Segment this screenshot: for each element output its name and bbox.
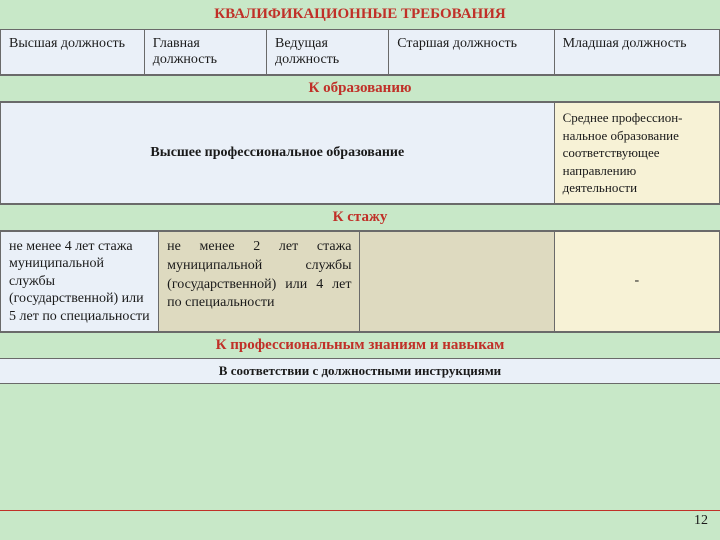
section-education: К образованию [0,75,720,102]
footer-rule: 12 [0,510,720,534]
header-col-1: Высшая должность [1,30,145,75]
education-row-table: Высшее профессиональное образование Сред… [0,102,720,204]
page-number: 12 [694,513,708,529]
header-col-3: Ведущая должность [267,30,389,75]
header-row-table: Высшая должность Главная должность Ведущ… [0,29,720,75]
education-merged: Высшее профессиональное образование [1,103,555,204]
section-prof: К профессиональным знаниям и навыкам [0,332,720,359]
header-col-5: Младшая должность [554,30,719,75]
education-col-5: Среднее профессион-нальное образование с… [554,103,719,204]
stazh-col-1: не менее 4 лет стажа муниципальной служб… [1,231,159,332]
stazh-col-2: не менее 2 лет стажа муниципальной служб… [159,231,360,332]
instructions-line: В соответствии с должностными инструкция… [0,359,720,384]
section-stazh: К стажу [0,204,720,231]
stazh-col-34 [360,231,554,332]
header-col-4: Старшая должность [389,30,554,75]
stazh-row-table: не менее 4 лет стажа муниципальной служб… [0,231,720,333]
header-col-2: Главная должность [144,30,266,75]
slide-page: КВАЛИФИКАЦИОННЫЕ ТРЕБОВАНИЯ Высшая должн… [0,0,720,540]
stazh-col-5: - [554,231,719,332]
main-title: КВАЛИФИКАЦИОННЫЕ ТРЕБОВАНИЯ [0,0,720,29]
